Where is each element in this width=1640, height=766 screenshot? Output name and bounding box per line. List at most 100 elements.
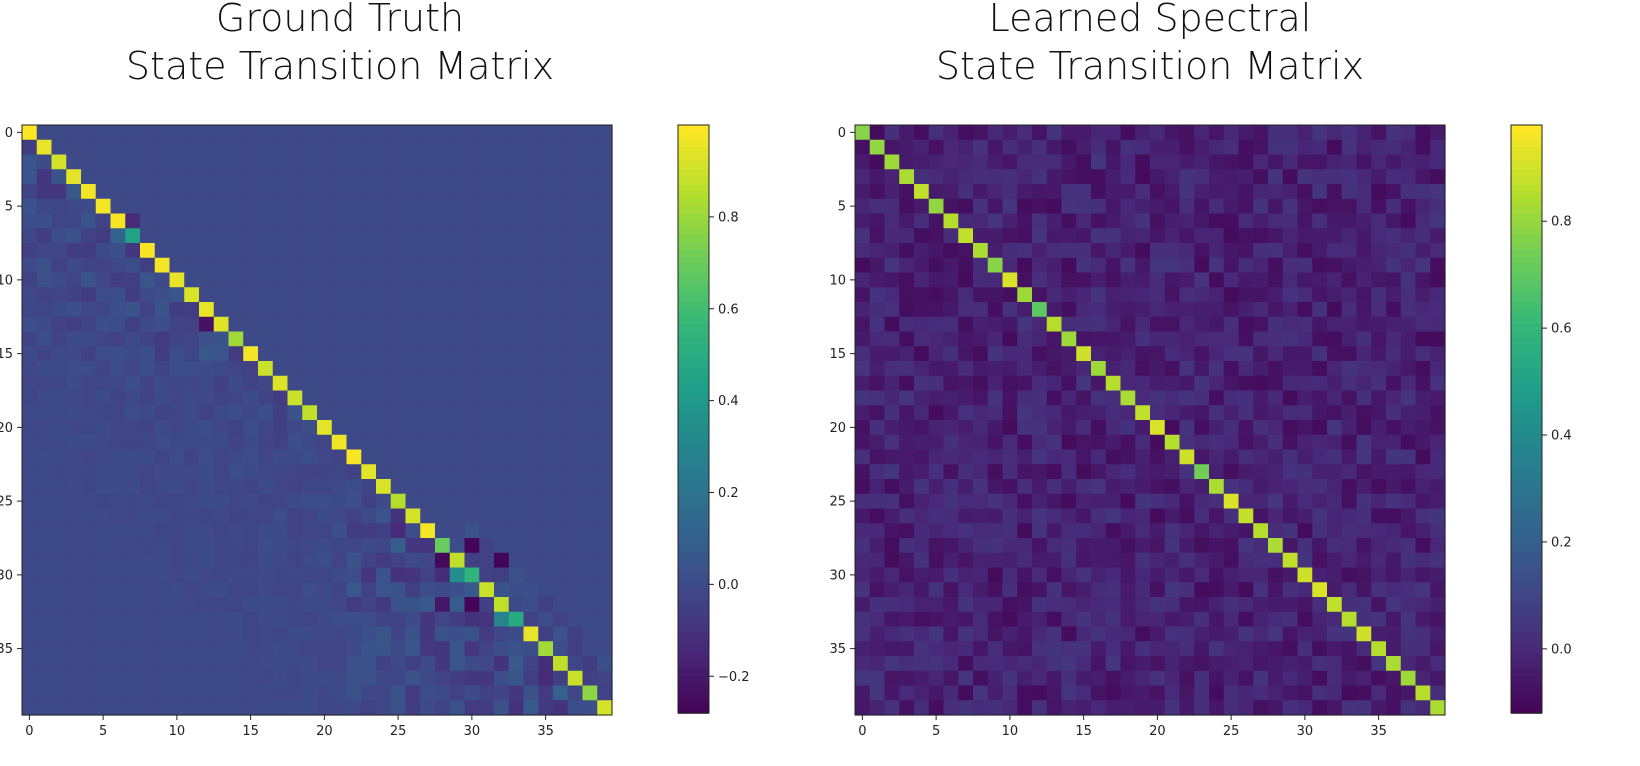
- heatmap-cell: [258, 243, 274, 259]
- heatmap-cell: [66, 346, 82, 362]
- heatmap-cell: [405, 213, 421, 229]
- heatmap-cell: [125, 154, 141, 170]
- heatmap-cell: [302, 493, 318, 510]
- heatmap-cell: [1194, 434, 1210, 451]
- heatmap-cell: [1341, 538, 1358, 554]
- heatmap-cell: [1105, 169, 1122, 185]
- heatmap-cell: [1061, 700, 1077, 716]
- heatmap-cell: [1194, 523, 1210, 539]
- heatmap-cell: [1194, 272, 1210, 288]
- heatmap-cell: [302, 375, 318, 392]
- heatmap-cell: [1268, 346, 1284, 362]
- heatmap-cell: [597, 272, 613, 288]
- heatmap-cell: [435, 361, 451, 377]
- heatmap-cell: [1268, 670, 1284, 687]
- heatmap-cell: [1194, 567, 1210, 583]
- heatmap-cell: [1253, 538, 1269, 554]
- x-tick-label: 30: [1297, 724, 1314, 739]
- heatmap-cell: [1032, 493, 1048, 510]
- heatmap-cell: [1002, 552, 1018, 569]
- heatmap-cell: [1223, 346, 1240, 362]
- heatmap-cell: [1268, 331, 1284, 347]
- heatmap-cell: [899, 449, 915, 465]
- heatmap-cell: [110, 287, 126, 303]
- heatmap-cell: [1076, 169, 1092, 185]
- heatmap-cell: [287, 493, 303, 510]
- heatmap-cell: [1312, 449, 1328, 465]
- heatmap-cell: [1297, 434, 1313, 451]
- heatmap-cell: [1400, 213, 1417, 229]
- colorbar-segment: [678, 433, 709, 442]
- heatmap-cell: [494, 272, 510, 288]
- heatmap-cell: [899, 316, 915, 333]
- heatmap-cell: [36, 479, 53, 495]
- heatmap-cell: [1091, 390, 1107, 406]
- heatmap-cell: [1223, 582, 1240, 598]
- heatmap-cell: [449, 434, 466, 451]
- heatmap-cell: [523, 169, 539, 185]
- heatmap-cell: [302, 508, 318, 524]
- heatmap-cell: [884, 449, 900, 465]
- heatmap-cell: [1017, 567, 1033, 583]
- heatmap-cell: [66, 597, 82, 613]
- heatmap-cell: [1356, 390, 1372, 406]
- heatmap-cell: [213, 184, 230, 200]
- heatmap-cell: [1120, 125, 1136, 141]
- heatmap-cell: [361, 508, 377, 524]
- heatmap-cell: [1386, 184, 1402, 200]
- heatmap-cell: [1238, 184, 1254, 200]
- heatmap-cell: [228, 257, 244, 274]
- heatmap-cell: [567, 685, 584, 701]
- colorbar-segment: [678, 220, 709, 229]
- heatmap-cell: [1061, 375, 1077, 392]
- heatmap-cell: [1282, 464, 1299, 480]
- heatmap-cell: [228, 169, 244, 185]
- heatmap-cell: [1002, 228, 1018, 244]
- heatmap-cell: [361, 405, 377, 421]
- y-tick-label: 15: [0, 347, 13, 362]
- heatmap-cell: [1209, 257, 1225, 274]
- heatmap-cell: [597, 228, 613, 244]
- heatmap-cell: [987, 228, 1004, 244]
- heatmap-cell: [169, 656, 185, 672]
- heatmap-cell: [1164, 198, 1181, 215]
- heatmap-cell: [597, 125, 613, 141]
- heatmap-cell: [405, 390, 421, 406]
- heatmap-cell: [228, 552, 244, 569]
- heatmap-cell: [51, 641, 67, 657]
- heatmap-cell: [51, 213, 67, 229]
- heatmap-cell: [1400, 390, 1417, 406]
- heatmap-cell: [199, 390, 215, 406]
- heatmap-cell: [302, 597, 318, 613]
- heatmap-cell: [81, 302, 97, 318]
- heatmap-cell: [597, 257, 613, 274]
- heatmap-cell: [1238, 656, 1254, 672]
- colorbar-segment: [678, 507, 709, 516]
- heatmap-cell: [184, 434, 200, 451]
- heatmap-cell: [36, 228, 53, 244]
- heatmap-cell: [1238, 508, 1254, 524]
- heatmap-cell: [958, 626, 974, 642]
- heatmap-cell: [228, 198, 244, 215]
- heatmap-cell: [987, 523, 1004, 539]
- heatmap-cell: [184, 272, 200, 288]
- heatmap-cell: [523, 375, 539, 392]
- heatmap-cell: [523, 434, 539, 451]
- heatmap-cell: [1430, 346, 1446, 362]
- heatmap-cell: [140, 257, 156, 274]
- heatmap-cell: [435, 346, 451, 362]
- heatmap-cell: [1312, 139, 1328, 156]
- heatmap-cell: [1253, 582, 1269, 598]
- heatmap-cell: [1017, 405, 1033, 421]
- heatmap-cell: [1209, 582, 1225, 598]
- heatmap-cell: [1400, 139, 1417, 156]
- heatmap-cell: [987, 464, 1004, 480]
- heatmap-cell: [317, 169, 333, 185]
- heatmap-cell: [95, 243, 112, 259]
- heatmap-cell: [1415, 361, 1431, 377]
- heatmap-cell: [1430, 670, 1446, 687]
- heatmap-cell: [1238, 390, 1254, 406]
- heatmap-cell: [36, 287, 53, 303]
- heatmap-cell: [420, 316, 436, 333]
- heatmap-cell: [1179, 582, 1195, 598]
